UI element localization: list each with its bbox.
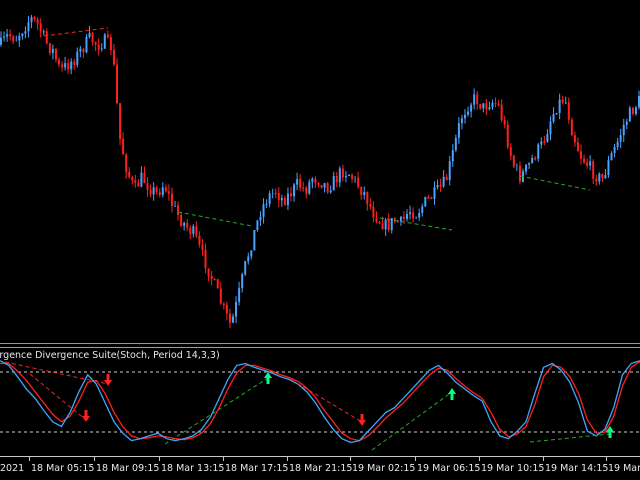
sell-arrow-icon: [82, 410, 90, 422]
time-axis-label: 18 Mar 09:15: [96, 463, 160, 474]
buy-arrow-icon: [606, 426, 614, 438]
bearish-divergence-line: [43, 27, 109, 37]
buy-arrow-icon: [448, 388, 456, 400]
bearish-divergence-line: [29, 373, 87, 421]
time-axis-tick: [29, 457, 30, 461]
indicator-title: Divergence Divergence Suite(Stoch, Perio…: [0, 350, 220, 361]
bullish-divergence-line: [164, 377, 269, 445]
time-axis-tick: [606, 457, 607, 461]
bullish-divergence-line: [379, 217, 453, 231]
time-axis-tick: [223, 457, 224, 461]
time-axis-tick: [159, 457, 160, 461]
time-axis-label: 18 Mar 05:15: [31, 463, 95, 474]
time-axis: 2021 18 Mar 05:15 18 Mar 09:15 18 Mar 13…: [0, 456, 640, 480]
sell-arrow-icon: [104, 374, 112, 386]
time-axis-tick: [350, 457, 351, 461]
bullish-divergence-line: [371, 391, 453, 451]
time-axis-label: 19 Mar 06:15: [417, 463, 481, 474]
stoch-main-line: [0, 360, 640, 444]
stochastic-subwindow[interactable]: [0, 348, 640, 456]
bullish-divergence-line: [177, 211, 253, 227]
buy-arrow-icon: [264, 372, 272, 384]
time-axis-tick: [415, 457, 416, 461]
time-axis-label: 2021: [0, 463, 25, 474]
time-axis-label: 19 Mar 1: [608, 463, 640, 474]
time-axis-label: 19 Mar 14:15: [545, 463, 609, 474]
time-axis-tick: [479, 457, 480, 461]
price-chart[interactable]: [0, 0, 640, 343]
time-axis-label: 19 Mar 02:15: [352, 463, 416, 474]
time-axis-label: 18 Mar 13:15: [161, 463, 225, 474]
stoch-signal-line: [0, 361, 640, 442]
bullish-divergence-line: [529, 433, 611, 443]
window-separator[interactable]: [0, 343, 640, 348]
time-axis-tick: [287, 457, 288, 461]
bearish-divergence-line: [284, 375, 363, 423]
time-axis-tick: [94, 457, 95, 461]
candles-group: [0, 14, 640, 329]
time-axis-label: 18 Mar 17:15: [225, 463, 289, 474]
sell-arrow-icon: [358, 414, 366, 426]
time-axis-tick: [543, 457, 544, 461]
time-axis-label: 18 Mar 21:15: [289, 463, 353, 474]
time-axis-label: 19 Mar 10:15: [481, 463, 545, 474]
bullish-divergence-line: [519, 175, 591, 191]
bearish-divergence-line: [4, 361, 109, 385]
